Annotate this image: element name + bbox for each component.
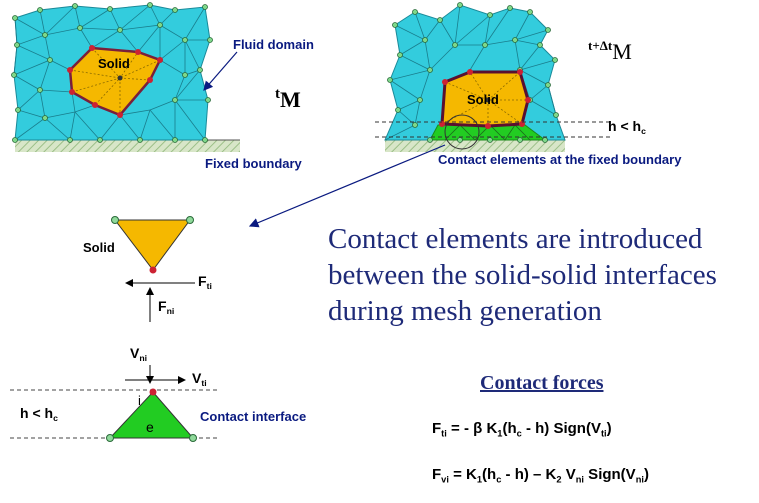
contact-node-i	[149, 388, 157, 396]
vt-label: Vti	[192, 370, 207, 389]
solid-element-triangle	[113, 219, 191, 271]
solid-element-contact-node	[149, 266, 157, 274]
left-fixed-boundary-hatch	[15, 140, 240, 152]
contact-elements-label: Contact elements at the fixed boundary	[438, 152, 682, 167]
mesh-tdt-label: t+ΔtM	[588, 38, 632, 64]
equation-ft: Fti = - β K1(hc - h) Sign(Vti)	[432, 420, 612, 439]
left-solid-label: Solid	[98, 56, 130, 71]
right-solid-inner-node	[485, 97, 491, 103]
contact-element-triangle	[108, 391, 195, 439]
right-solid	[440, 70, 530, 128]
right-solid-nodes	[439, 69, 531, 129]
left-mesh-nodes	[11, 2, 213, 143]
left-mesh	[11, 2, 240, 152]
description-line-1: Contact elements are introduced	[328, 223, 703, 255]
node-i-label: i	[138, 393, 141, 408]
ft-label: Fti	[198, 273, 212, 292]
right-mesh-nodes	[387, 2, 559, 143]
description-line-2: between the solid-solid interfaces	[328, 259, 717, 291]
right-mesh	[375, 2, 610, 152]
solid-element-label: Solid	[83, 240, 115, 255]
vn-label: Vni	[130, 345, 148, 364]
description-line-3: during mesh generation	[328, 295, 602, 327]
right-fixed-boundary-hatch	[385, 140, 565, 152]
contact-gap-condition-label: h < hc	[20, 405, 58, 424]
left-solid-nodes	[67, 45, 163, 118]
zoom-connector-arrow	[248, 144, 446, 228]
equation-fv: Fvi = K1(hc - h) – K2 Vni Sign(Vni)	[432, 466, 649, 485]
fluid-domain-pointer	[203, 51, 238, 91]
element-e-label: e	[146, 419, 154, 435]
right-contact-edges	[444, 124, 531, 141]
fn-label: Fni	[158, 298, 175, 317]
contact-element-detail	[10, 365, 220, 442]
contact-highlight-circle	[444, 114, 480, 150]
contact-interface-label: Contact interface	[200, 409, 307, 424]
right-solid-label: Solid	[467, 92, 499, 107]
left-fixed-boundary-label: Fixed boundary	[205, 156, 302, 171]
fluid-domain-label: Fluid domain	[233, 37, 314, 52]
solid-element-detail	[111, 216, 195, 322]
left-solid-inner-nodes	[117, 75, 123, 81]
contact-forces-title: Contact forces	[480, 372, 604, 394]
mesh-t-label: tM	[275, 86, 301, 112]
gap-condition-label: h < hc	[608, 118, 646, 137]
